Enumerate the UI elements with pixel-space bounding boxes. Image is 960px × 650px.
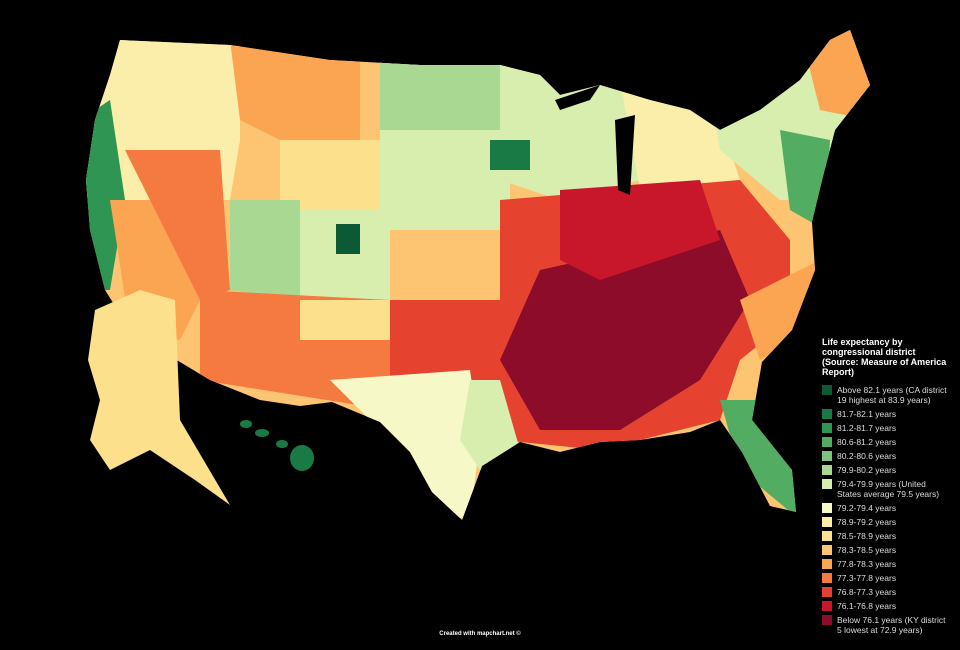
legend-item: 77.8-78.3 years bbox=[822, 559, 952, 569]
legend-label: 78.3-78.5 years bbox=[837, 545, 897, 555]
legend-item: 79.2-79.4 years bbox=[822, 503, 952, 513]
legend-item: 80.6-81.2 years bbox=[822, 437, 952, 447]
legend-item: 78.3-78.5 years bbox=[822, 545, 952, 555]
mainland bbox=[86, 30, 870, 520]
legend-swatch bbox=[822, 517, 832, 527]
legend-label: 81.2-81.7 years bbox=[837, 423, 897, 433]
legend-label: 81.7-82.1 years bbox=[837, 409, 897, 419]
legend-label: 80.6-81.2 years bbox=[837, 437, 897, 447]
legend-swatch bbox=[822, 409, 832, 419]
legend-label: 79.9-80.2 years bbox=[837, 465, 897, 475]
legend-label: 79.2-79.4 years bbox=[837, 503, 897, 513]
legend-title: Life expectancy by congressional distric… bbox=[822, 337, 947, 377]
legend-item: 79.9-80.2 years bbox=[822, 465, 952, 475]
credit: Created with mapchart.net © bbox=[439, 631, 521, 637]
legend-swatch bbox=[822, 451, 832, 461]
legend-label: 77.3-77.8 years bbox=[837, 573, 897, 583]
legend-swatch bbox=[822, 601, 832, 611]
legend-label: 77.8-78.3 years bbox=[837, 559, 897, 569]
legend-swatch bbox=[822, 423, 832, 433]
legend-swatch bbox=[822, 559, 832, 569]
great-lakes bbox=[555, 85, 635, 195]
legend-swatch bbox=[822, 531, 832, 541]
legend-swatch bbox=[822, 437, 832, 447]
legend-label: 78.9-79.2 years bbox=[837, 517, 897, 527]
legend-swatch bbox=[822, 615, 832, 625]
legend-item: 76.8-77.3 years bbox=[822, 587, 952, 597]
legend-label: 76.1-76.8 years bbox=[837, 601, 897, 611]
legend-item: 81.2-81.7 years bbox=[822, 423, 952, 433]
legend-swatch bbox=[822, 545, 832, 555]
legend-item: 80.2-80.6 years bbox=[822, 451, 952, 461]
legend-label: 80.2-80.6 years bbox=[837, 451, 897, 461]
legend-label: 79.4-79.9 years (United States average 7… bbox=[837, 479, 940, 499]
legend-item: 81.7-82.1 years bbox=[822, 409, 952, 419]
legend-item: Above 82.1 years (CA district 19 highest… bbox=[822, 385, 952, 405]
legend-label: 76.8-77.3 years bbox=[837, 587, 897, 597]
legend-item: 79.4-79.9 years (United States average 7… bbox=[822, 479, 952, 499]
legend-item: Below 76.1 years (KY district 5 lowest a… bbox=[822, 615, 952, 635]
legend-swatch bbox=[822, 587, 832, 597]
alaska bbox=[88, 290, 230, 505]
legend-label: 78.5-78.9 years bbox=[837, 531, 897, 541]
legend-items: Above 82.1 years (CA district 19 highest… bbox=[822, 385, 952, 635]
legend-label: Above 82.1 years (CA district 19 highest… bbox=[837, 385, 947, 405]
hawaii bbox=[240, 420, 314, 471]
legend-item: 78.5-78.9 years bbox=[822, 531, 952, 541]
legend-item: 78.9-79.2 years bbox=[822, 517, 952, 527]
legend: Life expectancy by congressional distric… bbox=[822, 337, 952, 639]
legend-swatch bbox=[822, 479, 832, 489]
legend-swatch bbox=[822, 465, 832, 475]
legend-item: 77.3-77.8 years bbox=[822, 573, 952, 583]
legend-swatch bbox=[822, 503, 832, 513]
legend-label: Below 76.1 years (KY district 5 lowest a… bbox=[837, 615, 946, 635]
legend-item: 76.1-76.8 years bbox=[822, 601, 952, 611]
legend-swatch bbox=[822, 385, 832, 395]
legend-swatch bbox=[822, 573, 832, 583]
